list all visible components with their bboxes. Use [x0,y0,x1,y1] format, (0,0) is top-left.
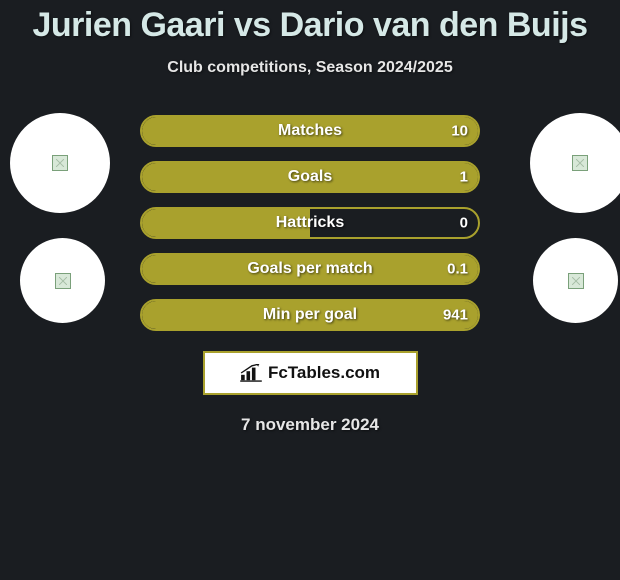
stat-bar-label: Hattricks [142,214,478,232]
stat-bar-value: 0 [460,215,468,232]
brand-chart-icon [240,364,262,382]
stat-bar-label: Matches [142,122,478,140]
stat-bar: Goals1 [140,161,480,193]
player1-club-avatar [20,238,105,323]
brand-badge: FcTables.com [203,351,418,395]
stat-bar-label: Goals per match [142,260,478,278]
stat-bar: Goals per match0.1 [140,253,480,285]
player1-avatar [10,113,110,213]
stat-bar: Matches10 [140,115,480,147]
image-placeholder-icon [55,273,71,289]
stat-bar-value: 1 [460,169,468,186]
stat-bar-value: 0.1 [447,261,468,278]
stat-bar: Hattricks0 [140,207,480,239]
stat-bar-label: Goals [142,168,478,186]
stat-bars: Matches10Goals1Hattricks0Goals per match… [140,113,480,331]
page-title: Jurien Gaari vs Dario van den Buijs [0,0,620,45]
stat-bar-label: Min per goal [142,306,478,324]
player2-avatar [530,113,620,213]
subtitle: Club competitions, Season 2024/2025 [0,59,620,77]
stat-bar-value: 10 [451,123,468,140]
date-label: 7 november 2024 [0,415,620,435]
image-placeholder-icon [572,155,588,171]
stat-bar-value: 941 [443,307,468,324]
brand-text: FcTables.com [268,363,380,383]
comparison-arena: Matches10Goals1Hattricks0Goals per match… [0,113,620,435]
image-placeholder-icon [52,155,68,171]
player2-club-avatar [533,238,618,323]
image-placeholder-icon [568,273,584,289]
stat-bar: Min per goal941 [140,299,480,331]
